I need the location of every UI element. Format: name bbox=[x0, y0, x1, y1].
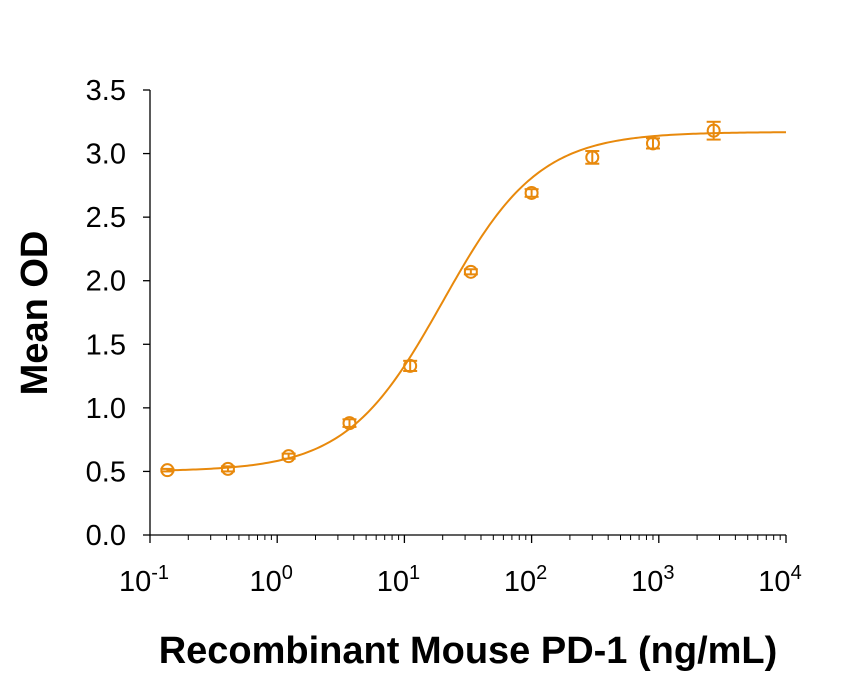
x-axis-title: Recombinant Mouse PD-1 (ng/mL) bbox=[159, 630, 778, 672]
x-tick-label: 101 bbox=[377, 562, 420, 598]
data-point bbox=[342, 416, 357, 431]
data-point bbox=[524, 185, 539, 200]
data-point bbox=[463, 264, 478, 279]
data-point bbox=[281, 449, 296, 464]
y-ticks: 0.0 0.5 1.0 1.5 2.0 2.5 3.0 3.5 bbox=[86, 75, 150, 552]
x-tick-label: 102 bbox=[504, 562, 547, 598]
y-tick-label: 2.0 bbox=[86, 266, 126, 298]
y-tick-label: 0.5 bbox=[86, 456, 126, 488]
axes bbox=[149, 90, 786, 536]
data-point bbox=[585, 150, 600, 165]
y-tick-label: 3.5 bbox=[86, 75, 126, 107]
data-points bbox=[160, 120, 721, 478]
data-point bbox=[160, 463, 175, 478]
y-axis-title: Mean OD bbox=[14, 231, 56, 396]
fit-curve bbox=[167, 131, 787, 472]
data-point bbox=[403, 358, 418, 373]
y-tick-label: 1.5 bbox=[86, 329, 126, 361]
data-point bbox=[645, 136, 660, 151]
y-tick-label: 0.0 bbox=[86, 520, 126, 552]
y-tick-label: 2.5 bbox=[86, 202, 126, 234]
x-tick-label: 10-1 bbox=[119, 562, 169, 598]
x-ticks: 10-1 100 101 102 103 104 bbox=[119, 535, 802, 598]
x-tick-label: 103 bbox=[631, 562, 674, 598]
data-point bbox=[220, 461, 235, 476]
y-tick-label: 3.0 bbox=[86, 139, 126, 171]
fit-layer bbox=[167, 131, 787, 472]
x-tick-label: 100 bbox=[250, 562, 293, 598]
x-tick-label: 104 bbox=[758, 562, 801, 598]
data-point bbox=[706, 123, 721, 138]
y-tick-label: 1.0 bbox=[86, 393, 126, 425]
